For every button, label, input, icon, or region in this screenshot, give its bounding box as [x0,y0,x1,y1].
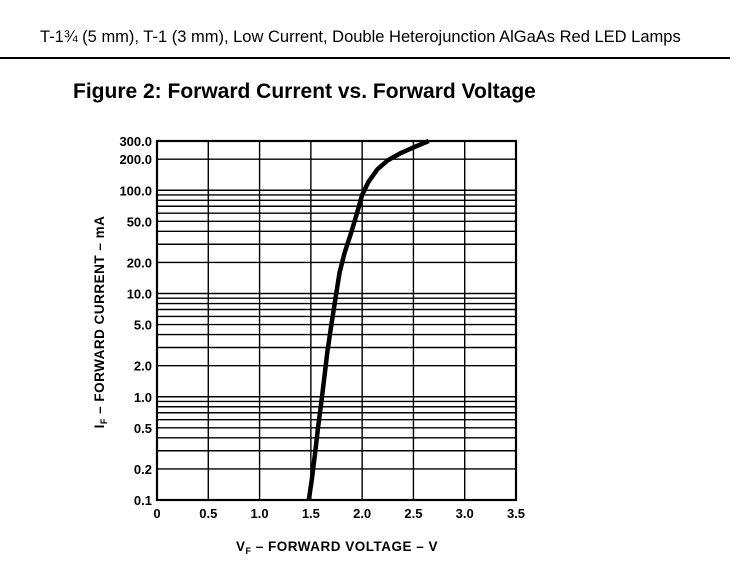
x-tick-label: 0.5 [199,506,217,521]
y-axis-label: IF – FORWARD CURRENT – mA [92,216,109,429]
x-tick-label: 2.5 [404,506,422,521]
document-header: T-1¾ (5 mm), T-1 (3 mm), Low Current, Do… [40,28,681,46]
x-tick-label: 2.0 [353,506,371,521]
figure-title: Figure 2: Forward Current vs. Forward Vo… [73,80,536,103]
x-tick-label: 3.5 [507,506,525,521]
series-group [306,138,430,501]
x-tick-label: 1.0 [251,506,269,521]
y-tick-label: 1.0 [134,390,152,405]
y-tick-label: 50.0 [127,214,152,229]
series-line [306,138,430,501]
x-tick-label: 3.0 [456,506,474,521]
y-tick-label: 5.0 [134,318,152,333]
y-tick-label: 0.5 [134,421,152,436]
y-tick-labels: 0.1 0.2 0.5 1.0 2.0 5.0 10.0 20.0 50.0 100.0 200.0… [119,134,152,508]
x-tick-labels: 0 0.5 1.0 1.5 2.0 2.5 3.0 3.5 [153,506,525,521]
plot-frame [155,139,518,502]
x-tick-label: 0 [153,506,160,521]
header-rule [0,57,730,59]
y-tick-label: 300.0 [119,134,152,149]
x-axis-label: VF – FORWARD VOLTAGE – V [236,539,438,556]
y-tick-label: 2.0 [134,359,152,374]
y-tick-label: 0.2 [134,462,152,477]
x-tick-label: 1.5 [302,506,320,521]
y-tick-label: 20.0 [127,255,152,270]
grid [155,139,518,502]
y-tick-label: 200.0 [119,152,152,167]
y-tick-label: 0.1 [134,493,152,508]
y-tick-label: 100.0 [119,183,152,198]
y-tick-label: 10.0 [127,287,152,302]
